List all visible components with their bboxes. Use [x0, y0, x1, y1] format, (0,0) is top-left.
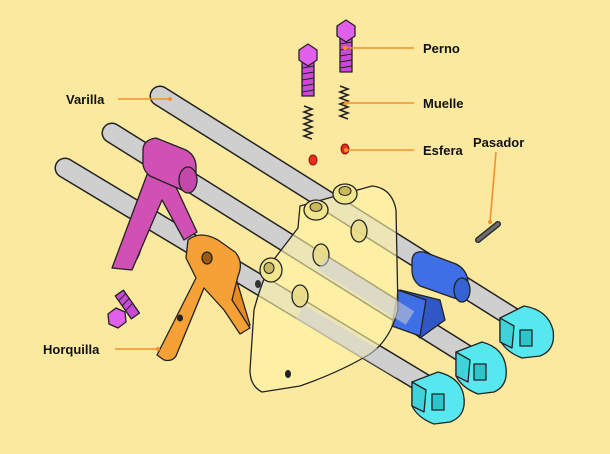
spring-icon — [301, 85, 351, 140]
fork-blue — [391, 251, 471, 339]
rod-hole-marker — [255, 280, 261, 288]
label-esfera: Esfera — [423, 143, 464, 158]
fork-magenta — [111, 137, 198, 271]
label-horquilla: Horquilla — [43, 342, 100, 357]
pin-icon — [475, 221, 501, 243]
label-varilla: Varilla — [66, 92, 105, 107]
label-pasador: Pasador — [473, 135, 524, 150]
fork-orange — [156, 234, 251, 362]
end-clip-3 — [411, 371, 465, 425]
label-muelle: Muelle — [423, 96, 463, 111]
end-clip-2 — [455, 341, 507, 395]
leader-lines — [115, 46, 497, 351]
rod-front-segments — [295, 256, 415, 378]
end-clip-1 — [499, 305, 555, 359]
label-perno: Perno — [423, 41, 460, 56]
ball-icon — [308, 143, 350, 166]
bolt-icon — [107, 19, 356, 329]
